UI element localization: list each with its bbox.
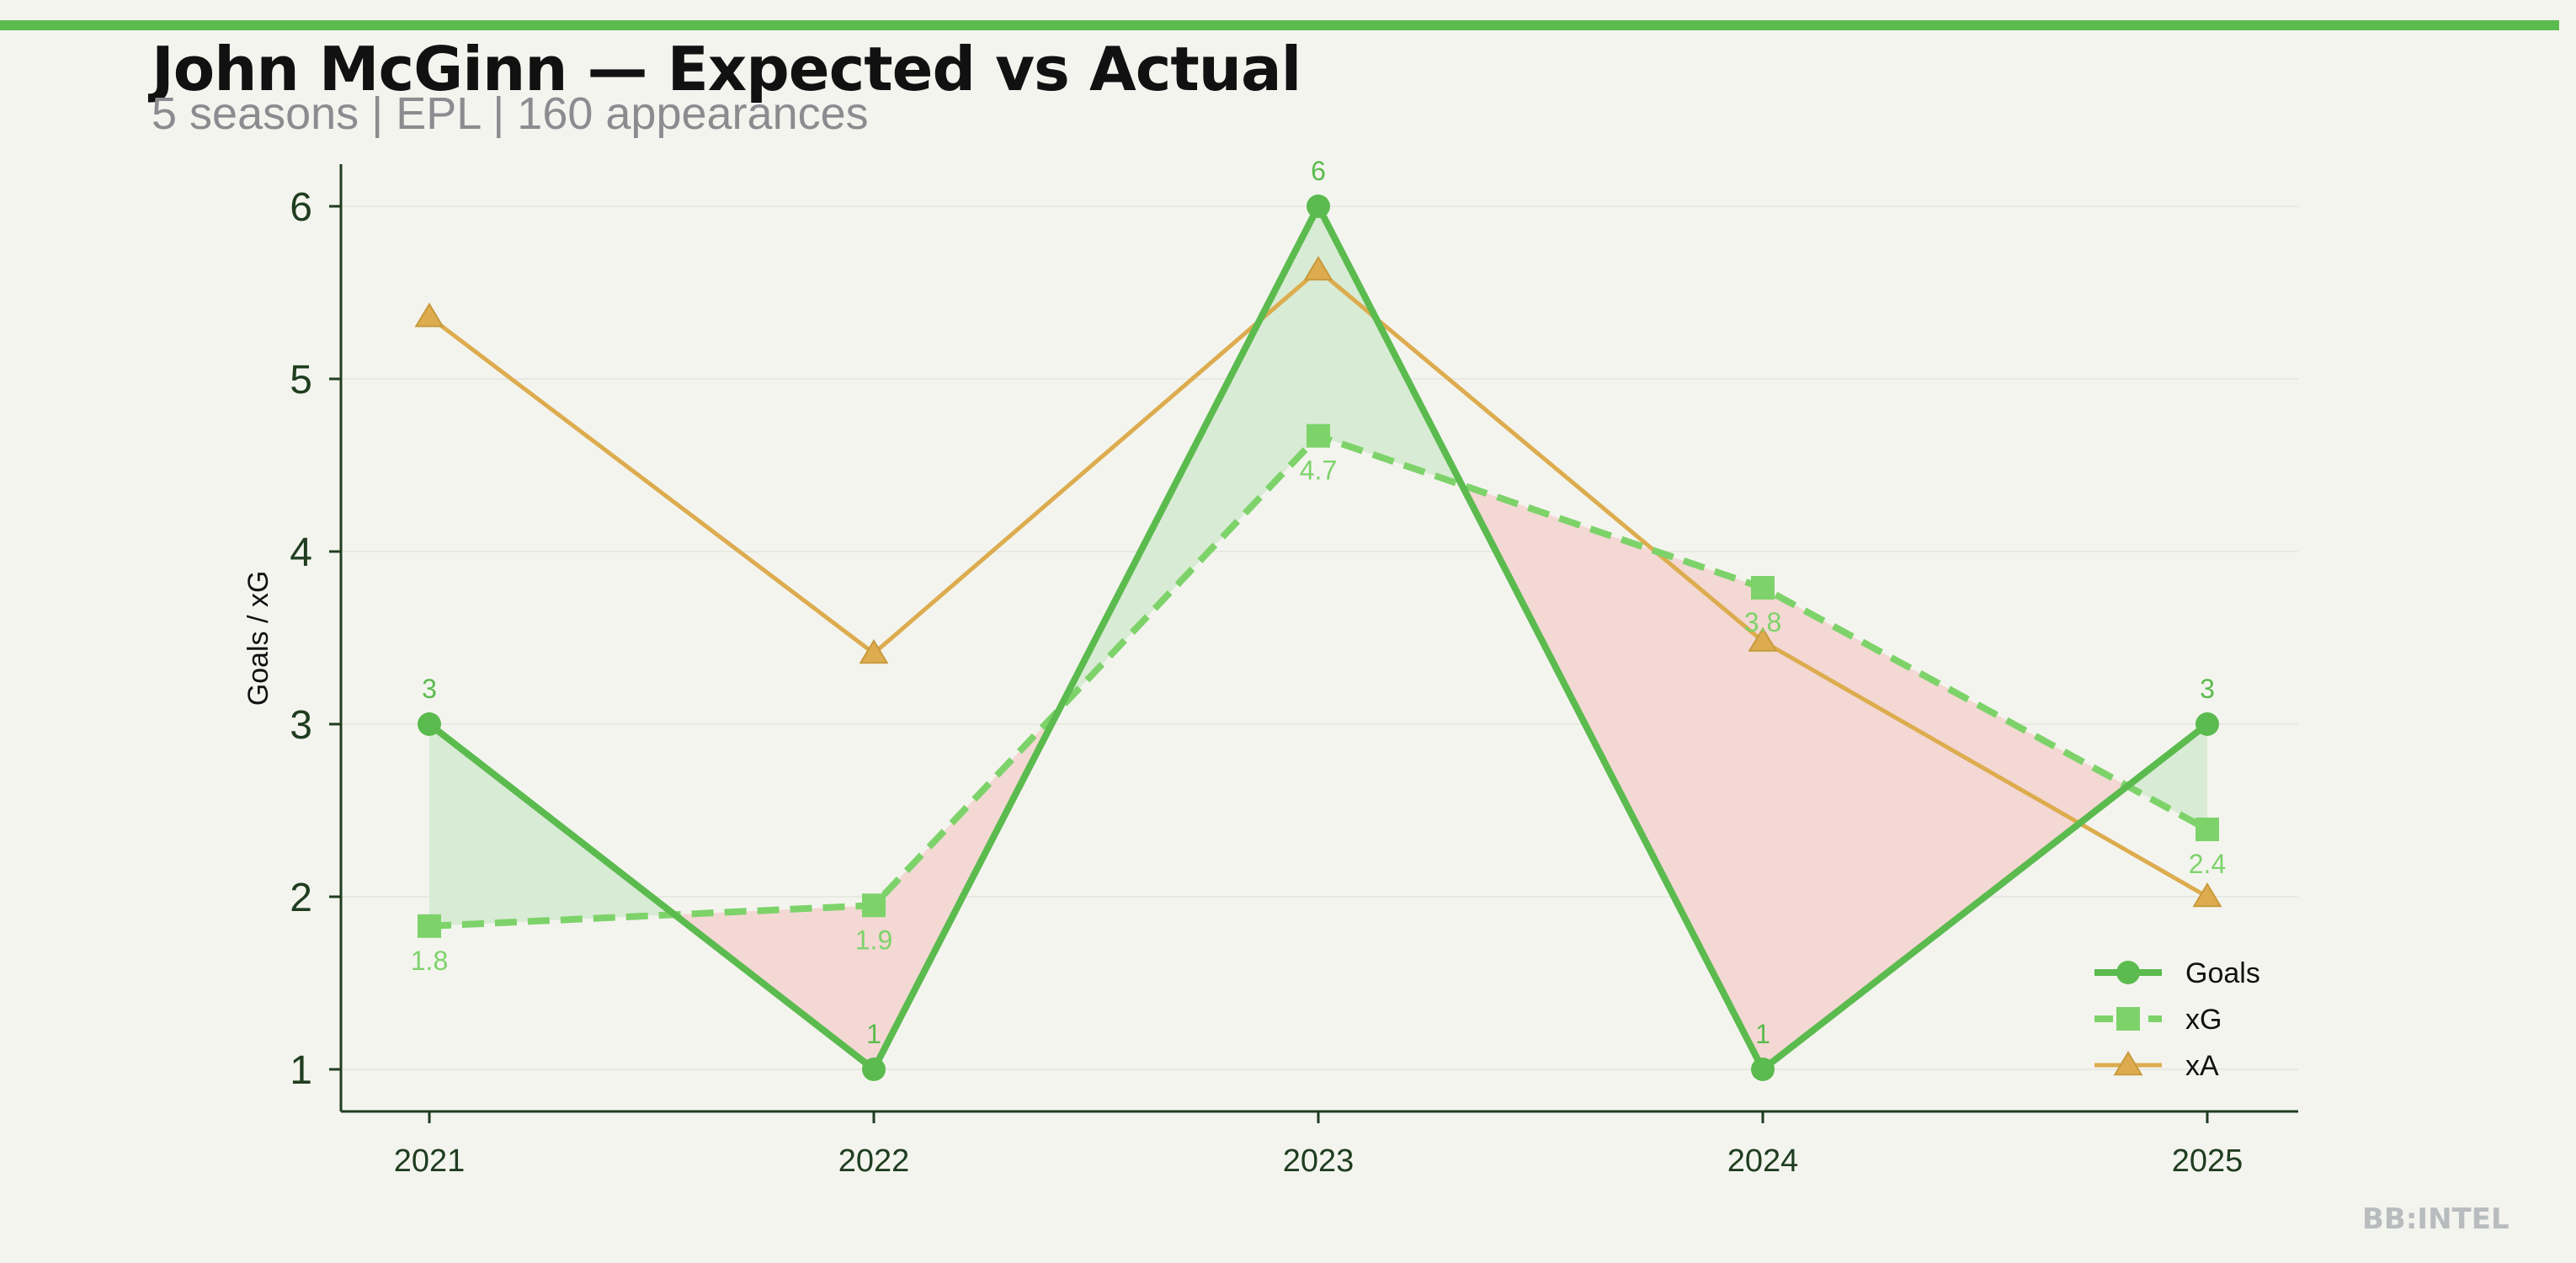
y-tick-label: 3 bbox=[290, 703, 312, 748]
goals-data-label: 1 bbox=[1755, 1019, 1770, 1049]
legend-label: xA bbox=[2185, 1050, 2219, 1082]
y-tick-label: 6 bbox=[290, 185, 312, 230]
xg-data-label: 1.9 bbox=[855, 925, 892, 955]
legend: Goals xG xA bbox=[2094, 957, 2260, 1082]
x-tick-label: 2025 bbox=[2172, 1143, 2243, 1179]
legend-label: Goals bbox=[2185, 957, 2260, 989]
point-xg bbox=[1307, 424, 1330, 448]
point-xg bbox=[2195, 818, 2219, 841]
x-tick-label: 2023 bbox=[1283, 1143, 1355, 1179]
goals-data-label: 3 bbox=[422, 674, 437, 704]
x-tick-label: 2024 bbox=[1727, 1143, 1799, 1179]
y-tick-label: 5 bbox=[290, 358, 312, 402]
xg-data-label: 3.8 bbox=[1744, 607, 1781, 637]
point-goals bbox=[1307, 195, 1330, 218]
legend-label: xG bbox=[2185, 1004, 2222, 1036]
y-axis-label: Goals / xG bbox=[242, 571, 274, 706]
point-xg bbox=[1751, 576, 1775, 600]
point-goals bbox=[862, 1058, 886, 1081]
xg-data-label: 4.7 bbox=[1300, 456, 1337, 486]
xg-data-label: 1.8 bbox=[411, 946, 448, 976]
goals-data-label: 1 bbox=[866, 1019, 881, 1049]
point-xa bbox=[416, 304, 443, 326]
goals-data-label: 3 bbox=[2200, 674, 2215, 704]
y-tick-label: 4 bbox=[290, 530, 312, 575]
xg-data-label: 2.4 bbox=[2189, 849, 2226, 879]
point-xa bbox=[2194, 884, 2221, 906]
legend-marker-goals bbox=[2116, 961, 2140, 984]
point-goals bbox=[418, 712, 441, 736]
point-goals bbox=[2195, 712, 2219, 736]
point-xg bbox=[862, 893, 886, 917]
brand-watermark: BB:INTEL bbox=[2362, 1202, 2509, 1236]
point-xg bbox=[418, 914, 441, 938]
legend-marker-xg bbox=[2116, 1007, 2140, 1031]
x-tick-label: 2021 bbox=[394, 1143, 466, 1179]
difference-fill-layer bbox=[429, 206, 2207, 1069]
x-tick-label: 2022 bbox=[838, 1143, 910, 1179]
y-tick-label: 1 bbox=[290, 1048, 312, 1093]
y-tick-label: 2 bbox=[290, 876, 312, 920]
point-goals bbox=[1751, 1058, 1775, 1081]
goals-data-label: 6 bbox=[1311, 156, 1326, 186]
